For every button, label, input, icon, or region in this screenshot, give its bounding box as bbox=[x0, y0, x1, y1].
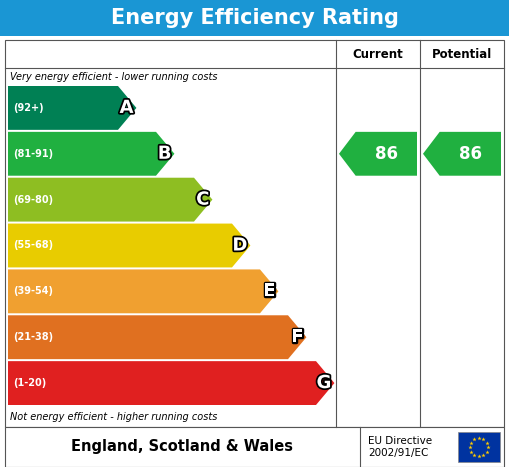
Polygon shape bbox=[8, 86, 136, 130]
Bar bbox=[458, 432, 500, 462]
Text: E: E bbox=[263, 283, 275, 300]
Polygon shape bbox=[8, 269, 278, 313]
Polygon shape bbox=[8, 178, 212, 221]
Text: 86: 86 bbox=[375, 145, 398, 163]
Text: (92+): (92+) bbox=[13, 103, 44, 113]
Polygon shape bbox=[8, 132, 175, 176]
Text: Not energy efficient - higher running costs: Not energy efficient - higher running co… bbox=[10, 412, 217, 422]
Text: (69-80): (69-80) bbox=[13, 195, 53, 205]
Text: (21-38): (21-38) bbox=[13, 332, 53, 342]
Text: Energy Efficiency Rating: Energy Efficiency Rating bbox=[110, 8, 399, 28]
Text: B: B bbox=[158, 145, 172, 163]
Text: A: A bbox=[120, 99, 133, 117]
Text: 86: 86 bbox=[459, 145, 482, 163]
Text: Current: Current bbox=[353, 48, 403, 61]
Text: G: G bbox=[317, 374, 331, 392]
Text: (55-68): (55-68) bbox=[13, 241, 53, 250]
Polygon shape bbox=[423, 132, 501, 176]
Polygon shape bbox=[8, 361, 334, 405]
Text: F: F bbox=[291, 328, 303, 346]
Bar bbox=[0, 0, 509, 36]
Text: D: D bbox=[233, 236, 247, 255]
Text: C: C bbox=[196, 191, 209, 209]
Text: Potential: Potential bbox=[432, 48, 492, 61]
Polygon shape bbox=[339, 132, 417, 176]
Text: (39-54): (39-54) bbox=[13, 286, 53, 297]
Text: EU Directive: EU Directive bbox=[368, 436, 432, 446]
Bar bbox=[5, 40, 504, 427]
Text: England, Scotland & Wales: England, Scotland & Wales bbox=[71, 439, 294, 454]
Text: Very energy efficient - lower running costs: Very energy efficient - lower running co… bbox=[10, 72, 217, 82]
Bar bbox=[5, 427, 504, 467]
Text: 2002/91/EC: 2002/91/EC bbox=[368, 448, 429, 458]
Polygon shape bbox=[8, 315, 306, 359]
Polygon shape bbox=[8, 224, 250, 268]
Text: (81-91): (81-91) bbox=[13, 149, 53, 159]
Text: (1-20): (1-20) bbox=[13, 378, 46, 388]
